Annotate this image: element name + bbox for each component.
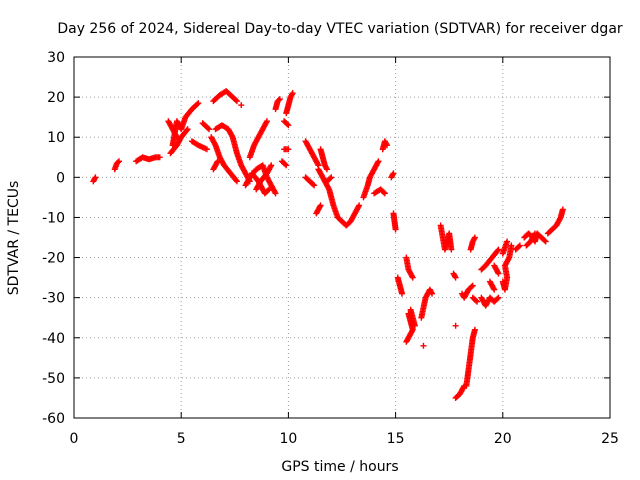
data-point — [469, 282, 476, 289]
y-tick-label: 10 — [47, 130, 65, 146]
y-tick-label: -30 — [42, 291, 65, 307]
data-point — [92, 174, 99, 181]
data-point — [384, 142, 391, 149]
data-point — [268, 162, 275, 169]
data-point — [399, 290, 406, 297]
data-points — [90, 88, 566, 401]
x-axis-label: GPS time / hours — [281, 459, 398, 475]
data-point — [317, 202, 324, 209]
data-point — [494, 295, 501, 302]
data-point — [381, 190, 388, 197]
data-point — [542, 238, 549, 245]
data-point — [116, 158, 123, 165]
data-point — [559, 206, 566, 213]
data-point — [531, 230, 538, 237]
y-tick-label: 0 — [56, 170, 65, 186]
data-point — [284, 121, 291, 128]
data-point — [263, 118, 270, 125]
data-point — [205, 125, 211, 132]
data-point — [214, 158, 221, 165]
data-point — [390, 170, 397, 177]
data-point — [266, 186, 273, 193]
x-tick-label: 0 — [70, 431, 79, 447]
data-point — [275, 97, 282, 104]
data-point — [448, 246, 455, 253]
data-point — [471, 326, 478, 333]
y-tick-label: -10 — [42, 210, 65, 226]
data-point — [508, 242, 515, 249]
data-point — [452, 322, 459, 329]
data-point — [195, 100, 202, 107]
data-point — [474, 298, 481, 305]
data-point — [541, 237, 548, 244]
data-point — [328, 174, 335, 181]
x-tick-label: 5 — [177, 431, 186, 447]
y-tick-label: 30 — [47, 50, 65, 66]
data-point — [491, 286, 498, 293]
data-point — [156, 154, 163, 161]
data-point — [392, 226, 399, 233]
data-point — [403, 338, 410, 345]
data-point — [311, 182, 318, 189]
data-point — [495, 270, 502, 277]
x-tick-label: 15 — [387, 431, 405, 447]
data-point — [380, 189, 387, 196]
data-point — [515, 243, 522, 250]
data-point — [233, 177, 240, 184]
y-tick-label: -40 — [42, 331, 65, 347]
y-tick-label: -60 — [42, 411, 65, 427]
data-point — [420, 342, 427, 349]
data-point — [203, 146, 210, 153]
data-point — [516, 242, 523, 249]
data-point — [114, 159, 121, 166]
data-point — [233, 98, 240, 105]
data-point — [471, 234, 478, 241]
chart-title: Day 256 of 2024, Sidereal Day-to-day VTE… — [57, 21, 623, 37]
data-point — [495, 294, 502, 301]
data-point — [184, 126, 191, 133]
data-point — [356, 202, 363, 209]
data-point — [468, 283, 475, 290]
data-point — [452, 274, 459, 281]
data-point — [289, 90, 296, 97]
y-tick-label: 20 — [47, 90, 65, 106]
tick-labels: 0 5 10 15 20 25 -60 -50 -40 -30 -20 -10 0 10 20 30 — [42, 50, 619, 447]
data-point — [504, 238, 511, 245]
data-point — [494, 247, 501, 254]
data-point — [310, 181, 317, 188]
y-tick-label: -50 — [42, 371, 65, 387]
data-point — [409, 274, 416, 281]
data-point — [285, 146, 292, 153]
data-point — [232, 97, 239, 104]
data-point — [276, 96, 283, 103]
data-point — [265, 187, 272, 194]
x-tick-label: 20 — [494, 431, 512, 447]
data-point — [429, 290, 436, 297]
data-point — [327, 175, 334, 182]
x-tick-label: 10 — [279, 431, 297, 447]
y-tick-label: -20 — [42, 251, 65, 267]
plot-frame — [73, 56, 611, 419]
data-point — [283, 162, 290, 169]
axis-ticks — [73, 56, 611, 419]
data-point — [285, 122, 292, 129]
data-point — [375, 158, 382, 165]
data-point — [282, 161, 289, 168]
data-point — [206, 126, 213, 133]
x-tick-label: 25 — [601, 431, 619, 447]
data-point — [238, 102, 245, 109]
grid-lines — [74, 57, 610, 418]
data-point — [473, 297, 479, 304]
data-point — [323, 166, 330, 173]
data-point — [411, 322, 418, 329]
data-point — [233, 178, 240, 185]
data-point — [272, 190, 279, 197]
data-point — [183, 127, 190, 134]
y-axis-label: SDTVAR / TECUs — [6, 181, 22, 296]
data-point — [194, 101, 201, 108]
data-point — [495, 246, 502, 253]
